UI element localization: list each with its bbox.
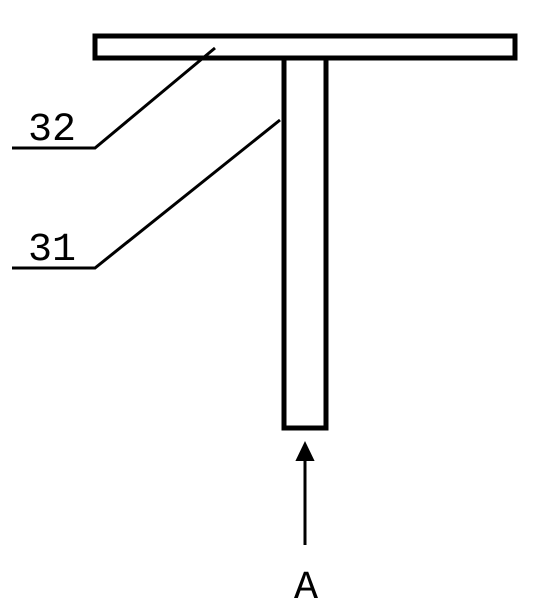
canvas-bg — [0, 0, 549, 614]
reference-label-32: 32 — [28, 108, 76, 153]
reference-label-31: 31 — [28, 228, 76, 273]
view-label-a: A — [294, 566, 318, 611]
